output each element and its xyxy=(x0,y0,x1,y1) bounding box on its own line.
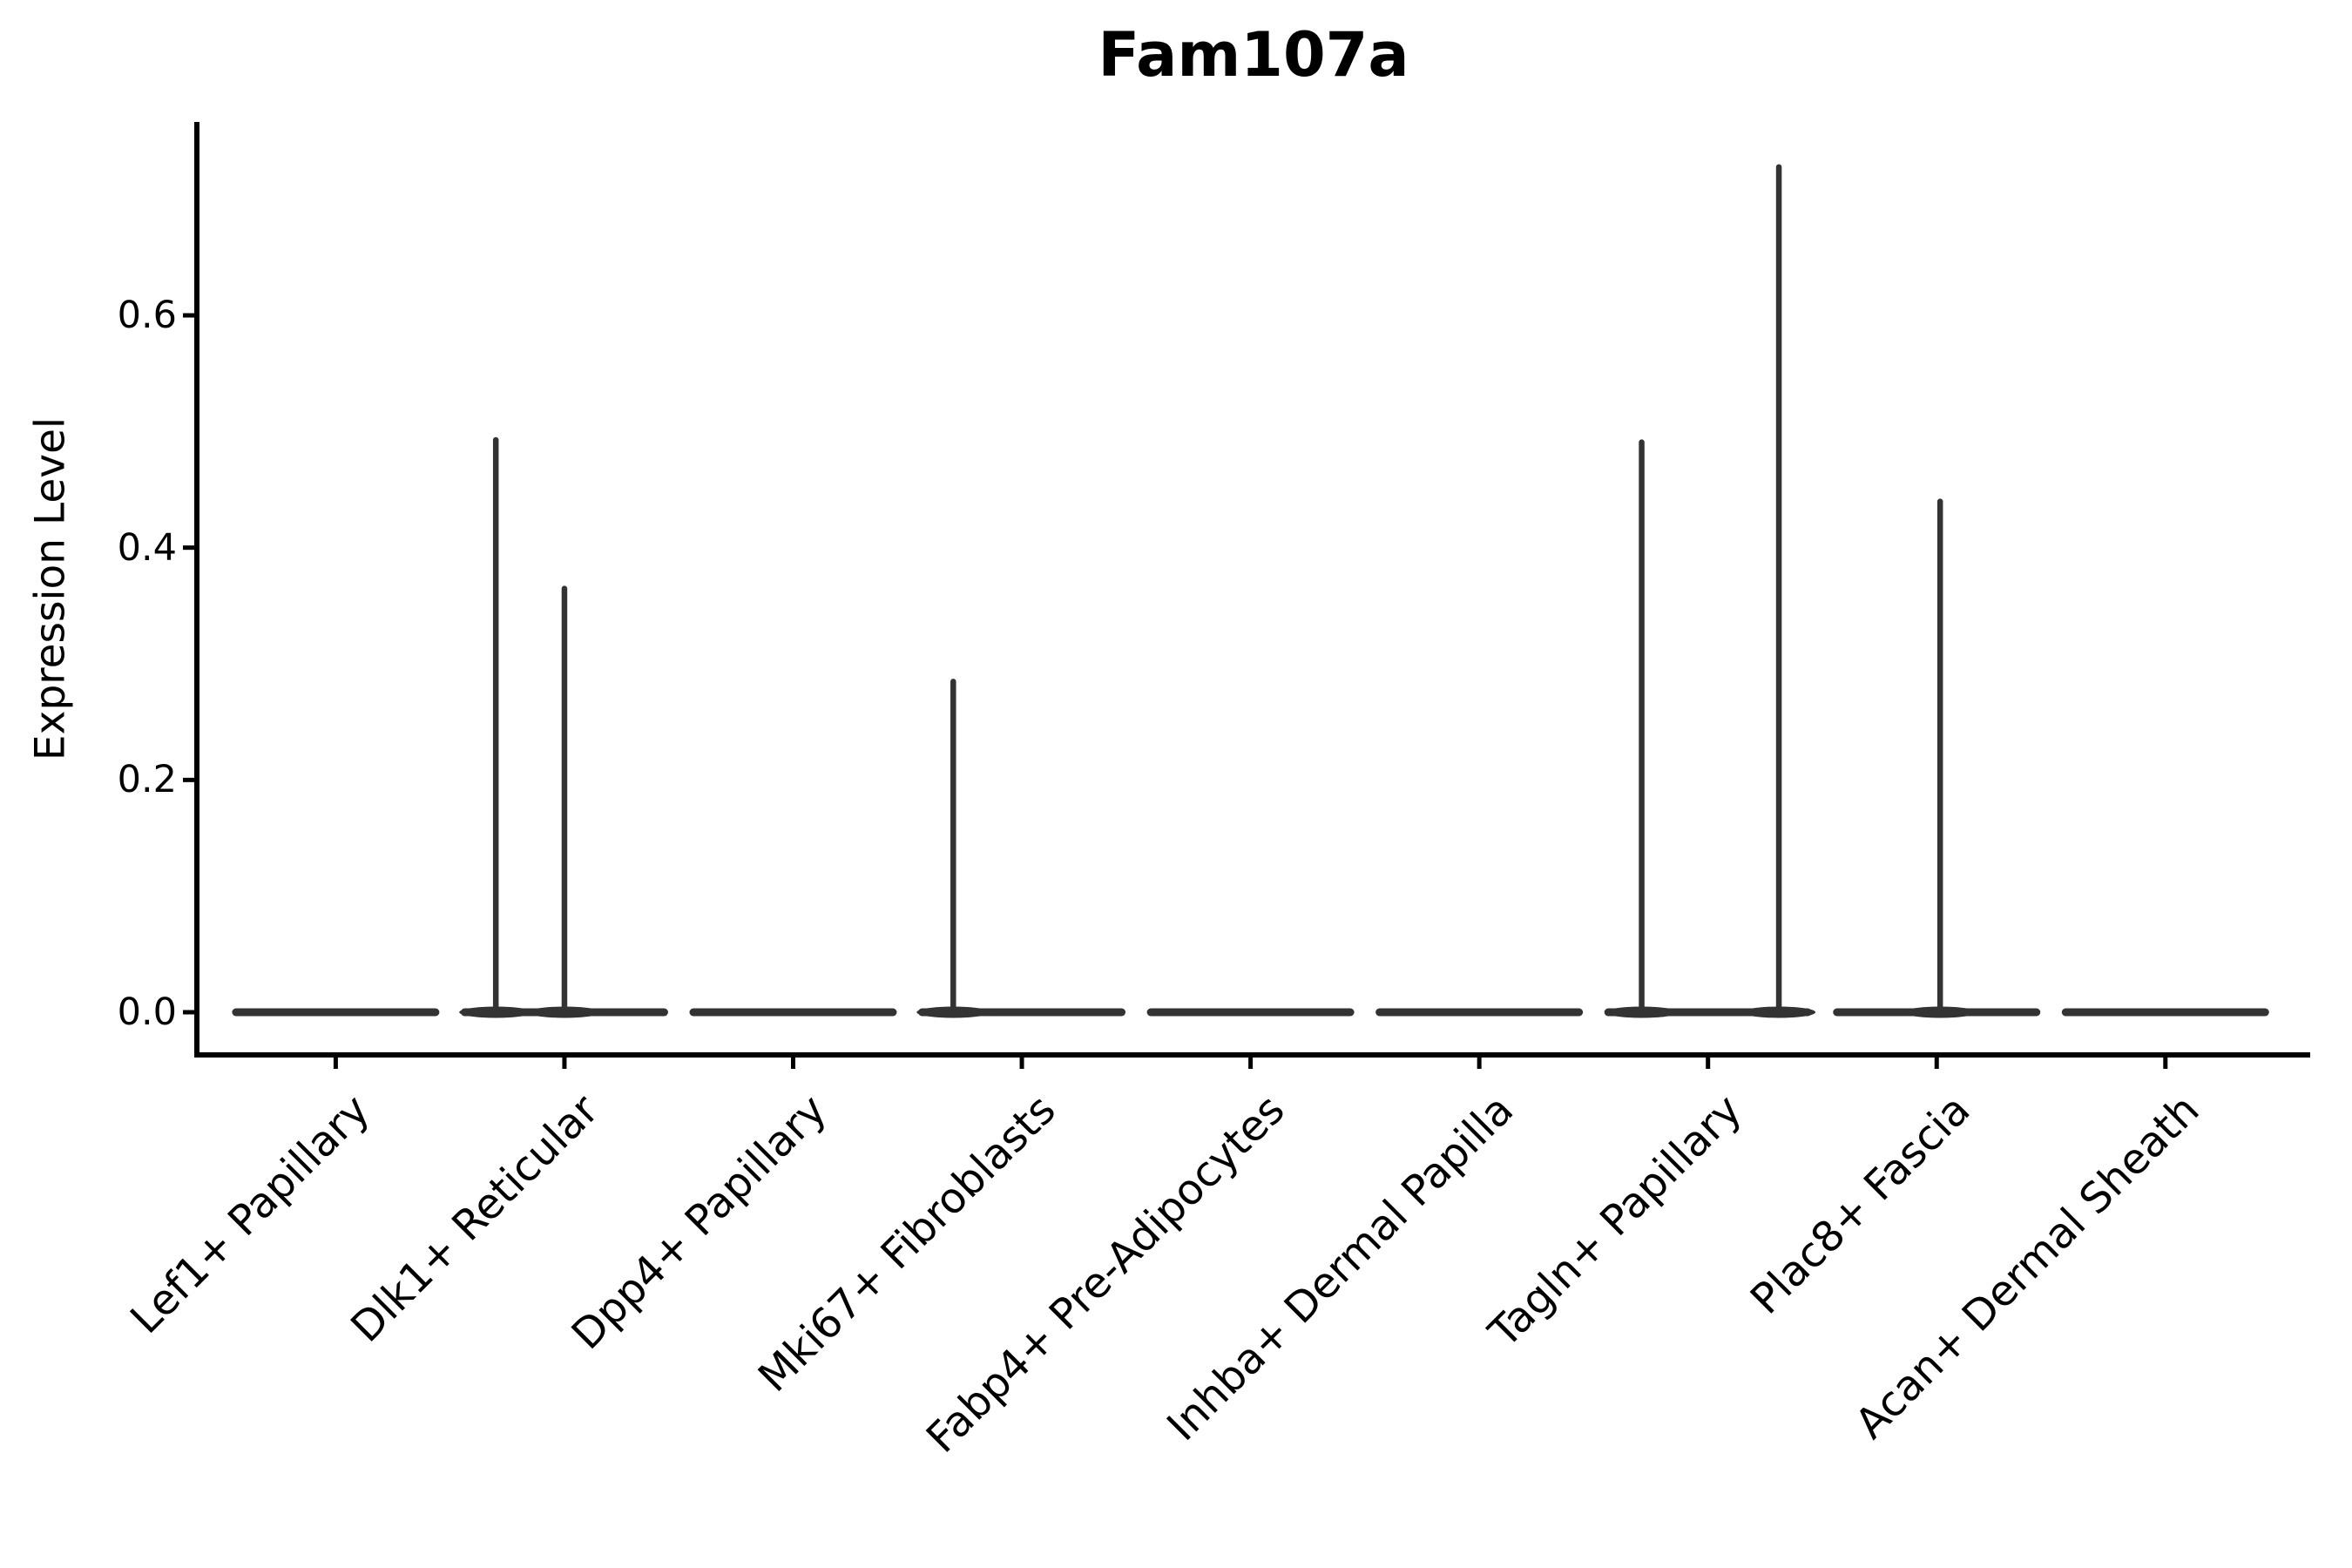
y-tick-label: 0.2 xyxy=(117,758,177,802)
violin-bar xyxy=(1146,1008,1355,1017)
violin-bar xyxy=(689,1008,897,1017)
y-tick-label: 0.6 xyxy=(117,294,177,338)
chart-title: Fam107a xyxy=(1098,19,1409,91)
violin-bar xyxy=(2061,1008,2269,1017)
y-tick-label: 0.4 xyxy=(117,525,177,570)
violin-bar xyxy=(1375,1008,1584,1017)
violin-bar xyxy=(232,1008,440,1017)
y-tick-label: 0.0 xyxy=(117,990,177,1034)
